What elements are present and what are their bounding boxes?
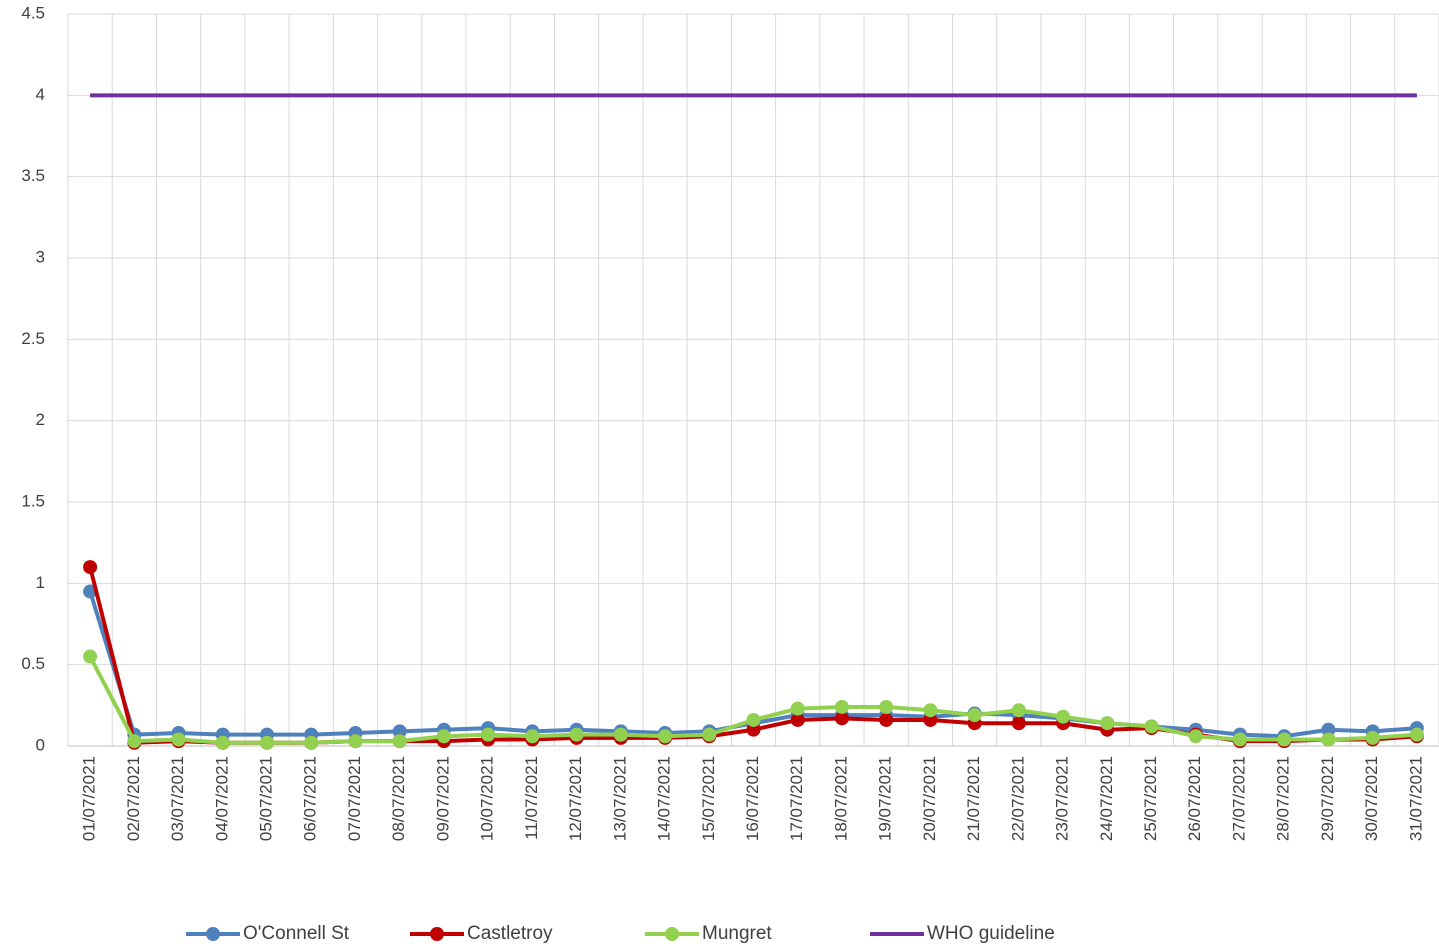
marker — [967, 708, 982, 723]
x-tick-label: 30/07/2021 — [1362, 756, 1381, 841]
marker — [127, 734, 142, 749]
y-tick-label: 0 — [36, 735, 45, 754]
x-tick-label: 05/07/2021 — [257, 756, 276, 841]
marker — [83, 649, 98, 664]
marker — [923, 712, 938, 727]
marker — [658, 729, 673, 744]
x-tick-label: 29/07/2021 — [1318, 756, 1337, 841]
marker — [702, 727, 717, 742]
marker — [879, 699, 894, 714]
x-tick-label: 31/07/2021 — [1406, 756, 1425, 841]
x-tick-label: 03/07/2021 — [168, 756, 187, 841]
marker — [879, 712, 894, 727]
marker — [790, 701, 805, 716]
legend-label: Mungret — [702, 923, 772, 944]
marker — [1232, 732, 1247, 747]
x-tick-label: 13/07/2021 — [610, 756, 629, 841]
x-tick-label: 16/07/2021 — [743, 756, 762, 841]
marker — [1321, 722, 1336, 737]
legend-marker — [206, 927, 220, 941]
x-tick-label: 18/07/2021 — [831, 756, 850, 841]
x-tick-label: 20/07/2021 — [920, 756, 939, 841]
marker — [1144, 719, 1159, 734]
marker — [746, 712, 761, 727]
marker — [304, 735, 319, 750]
x-tick-label: 09/07/2021 — [433, 756, 452, 841]
x-tick-label: 28/07/2021 — [1274, 756, 1293, 841]
x-tick-label: 21/07/2021 — [964, 756, 983, 841]
x-tick-label: 07/07/2021 — [345, 756, 364, 841]
marker — [525, 729, 540, 744]
x-tick-label: 08/07/2021 — [389, 756, 408, 841]
marker — [1321, 732, 1336, 747]
x-tick-label: 14/07/2021 — [655, 756, 674, 841]
legend-label: O'Connell St — [243, 923, 350, 944]
marker — [1277, 732, 1292, 747]
marker — [834, 711, 849, 726]
marker — [392, 734, 407, 749]
marker — [392, 724, 407, 739]
x-tick-label: 06/07/2021 — [301, 756, 320, 841]
marker — [1011, 716, 1026, 731]
x-tick-label: 02/07/2021 — [124, 756, 143, 841]
marker — [790, 712, 805, 727]
marker — [1365, 730, 1380, 745]
legend-label: WHO guideline — [927, 923, 1055, 944]
y-tick-label: 4.5 — [21, 3, 45, 22]
legend-label: Castletroy — [467, 923, 553, 944]
marker — [1011, 703, 1026, 718]
marker — [834, 699, 849, 714]
x-tick-label: 23/07/2021 — [1053, 756, 1072, 841]
x-tick-label: 12/07/2021 — [566, 756, 585, 841]
y-tick-label: 0.5 — [21, 654, 45, 673]
y-tick-label: 1.5 — [21, 491, 45, 510]
x-tick-label: 11/07/2021 — [522, 756, 541, 840]
marker — [569, 727, 584, 742]
legend-marker — [430, 927, 444, 941]
x-tick-label: 22/07/2021 — [1008, 756, 1027, 841]
y-tick-label: 4 — [36, 85, 45, 104]
x-tick-label: 25/07/2021 — [1141, 756, 1160, 841]
marker — [923, 703, 938, 718]
marker — [481, 727, 496, 742]
y-tick-label: 2.5 — [21, 329, 45, 348]
y-tick-label: 3 — [36, 247, 45, 266]
marker — [260, 735, 275, 750]
x-tick-label: 10/07/2021 — [478, 756, 497, 841]
marker — [1409, 727, 1424, 742]
y-tick-label: 1 — [36, 573, 45, 592]
x-tick-label: 15/07/2021 — [699, 756, 718, 841]
marker — [171, 732, 186, 747]
x-tick-label: 27/07/2021 — [1229, 756, 1248, 841]
marker — [1188, 729, 1203, 744]
marker — [1056, 709, 1071, 724]
marker — [83, 560, 98, 575]
marker — [215, 735, 230, 750]
x-tick-label: 17/07/2021 — [787, 756, 806, 841]
x-tick-label: 04/07/2021 — [212, 756, 231, 841]
marker — [1100, 716, 1115, 731]
y-tick-label: 3.5 — [21, 166, 45, 185]
x-tick-label: 24/07/2021 — [1097, 756, 1116, 841]
x-tick-label: 26/07/2021 — [1185, 756, 1204, 841]
legend-marker — [665, 927, 679, 941]
marker — [436, 729, 451, 744]
marker — [613, 727, 628, 742]
y-tick-label: 2 — [36, 410, 45, 429]
marker — [348, 734, 363, 749]
marker — [746, 722, 761, 737]
x-tick-label: 01/07/2021 — [80, 756, 99, 841]
x-tick-label: 19/07/2021 — [876, 756, 895, 841]
